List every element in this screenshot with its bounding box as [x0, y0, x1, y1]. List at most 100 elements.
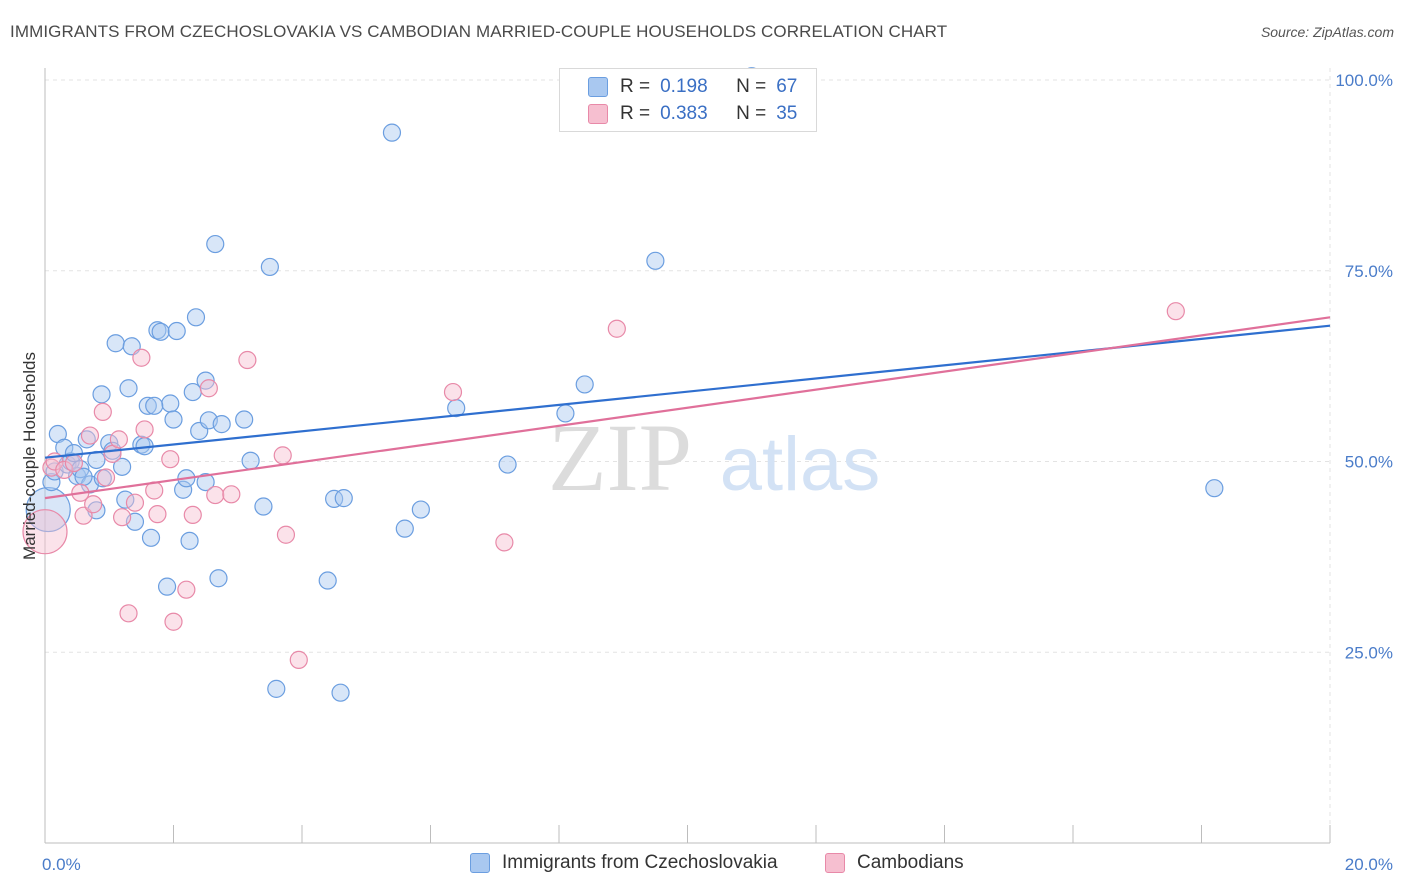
legend-r-label: R = — [620, 76, 651, 97]
point-cambodians — [22, 509, 68, 555]
point-czechoslovakia — [167, 321, 186, 341]
point-czechoslovakia — [206, 234, 225, 254]
point-czechoslovakia — [235, 410, 254, 429]
bottom-legend-cambodians: Cambodians — [825, 852, 964, 874]
legend-n-value: 67 — [776, 76, 798, 97]
axes — [44, 68, 1331, 844]
series-cambodians-points — [22, 302, 1185, 669]
point-cambodians — [132, 348, 151, 367]
point-czechoslovakia — [106, 334, 125, 353]
point-czechoslovakia — [646, 251, 665, 270]
point-czechoslovakia — [112, 457, 132, 476]
point-cambodians — [55, 460, 74, 479]
point-cambodians — [119, 604, 138, 623]
chart-title: IMMIGRANTS FROM CZECHOSLOVAKIA VS CAMBOD… — [10, 22, 948, 41]
point-czechoslovakia — [241, 451, 260, 470]
point-czechoslovakia — [575, 375, 594, 394]
point-czechoslovakia — [164, 410, 183, 429]
point-czechoslovakia — [145, 396, 164, 415]
point-czechoslovakia — [395, 519, 414, 538]
watermark-atlas: atlas — [720, 422, 881, 507]
legend-n-label: N = — [736, 103, 767, 124]
bottom-legend-swatch-pink — [825, 853, 845, 873]
bottom-legend-label: Cambodians — [857, 852, 964, 873]
point-czechoslovakia — [186, 308, 206, 327]
legend-swatch-blue — [588, 77, 608, 97]
y-tick-label: 100.0% — [1335, 71, 1393, 90]
point-cambodians — [161, 450, 180, 469]
legend-n-value: 35 — [776, 103, 798, 124]
point-czechoslovakia — [119, 379, 138, 398]
y-tick-label: 75.0% — [1345, 262, 1393, 281]
point-cambodians — [495, 533, 514, 552]
point-czechoslovakia — [92, 385, 111, 404]
point-czechoslovakia — [161, 394, 180, 413]
point-cambodians — [276, 525, 296, 544]
point-czechoslovakia — [1205, 479, 1224, 498]
point-cambodians — [125, 493, 145, 512]
point-czechoslovakia — [411, 500, 430, 519]
point-cambodians — [80, 426, 100, 445]
point-czechoslovakia — [141, 528, 161, 547]
point-czechoslovakia — [174, 480, 193, 499]
point-cambodians — [164, 612, 183, 631]
point-czechoslovakia — [138, 396, 157, 415]
point-czechoslovakia — [260, 257, 279, 277]
point-cambodians — [148, 505, 167, 524]
point-czechoslovakia — [325, 489, 344, 508]
point-cambodians — [222, 485, 241, 504]
bottom-legend-swatch-blue — [470, 853, 490, 873]
point-cambodians — [177, 580, 196, 599]
point-cambodians — [607, 319, 626, 338]
point-cambodians — [96, 468, 116, 487]
point-cambodians — [112, 508, 132, 527]
point-czechoslovakia — [151, 322, 170, 341]
x-tick-label: 20.0% — [1345, 855, 1393, 874]
point-cambodians — [1166, 302, 1185, 321]
point-czechoslovakia — [254, 497, 273, 516]
point-czechoslovakia — [196, 473, 215, 492]
y-axis-label: Married-couple Households — [20, 352, 39, 560]
legend-n-label: N = — [736, 76, 767, 97]
watermark: ZIP atlas — [548, 404, 880, 511]
y-tick-label: 25.0% — [1345, 643, 1393, 662]
trend-lines — [44, 316, 1331, 500]
legend-row-cambodians: R = 0.383 N = 35 — [588, 102, 797, 126]
point-czechoslovakia — [42, 473, 61, 492]
y-tick-label: 50.0% — [1345, 453, 1393, 472]
point-czechoslovakia — [382, 123, 402, 142]
point-cambodians — [64, 453, 84, 473]
point-cambodians — [443, 382, 463, 402]
point-cambodians — [273, 446, 292, 465]
legend-r-label: R = — [620, 103, 651, 124]
stats-legend: R = 0.198 N = 67 R = 0.383 N = 35 — [559, 68, 817, 132]
point-czechoslovakia — [334, 489, 353, 508]
bottom-legend-label: Immigrants from Czechoslovakia — [502, 852, 778, 873]
point-czechoslovakia — [209, 569, 228, 588]
point-czechoslovakia — [267, 679, 286, 698]
point-cambodians — [93, 402, 112, 422]
point-czechoslovakia — [318, 571, 337, 590]
source-label: Source: ZipAtlas.com — [1260, 24, 1394, 40]
point-cambodians — [289, 650, 308, 669]
bottom-legend-czechoslovakia: Immigrants from Czechoslovakia — [470, 852, 778, 874]
point-czechoslovakia — [556, 404, 575, 423]
trend-line-cambodians — [44, 316, 1331, 500]
point-czechoslovakia — [212, 415, 231, 434]
legend-swatch-pink — [588, 104, 608, 124]
point-czechoslovakia — [331, 683, 350, 702]
point-cambodians — [206, 485, 225, 505]
point-cambodians — [109, 430, 128, 449]
point-czechoslovakia — [157, 577, 177, 596]
point-cambodians — [135, 420, 154, 439]
point-cambodians — [199, 379, 218, 398]
point-cambodians — [183, 505, 202, 525]
legend-r-value: 0.383 — [660, 103, 708, 124]
legend-r-value: 0.198 — [660, 76, 708, 97]
tick-labels: 25.0% 50.0% 75.0% 100.0% 0.0% 20.0% — [42, 71, 1393, 874]
point-czechoslovakia — [180, 531, 199, 550]
watermark-zip: ZIP — [548, 404, 692, 511]
point-czechoslovakia — [498, 455, 517, 474]
point-cambodians — [84, 495, 103, 514]
